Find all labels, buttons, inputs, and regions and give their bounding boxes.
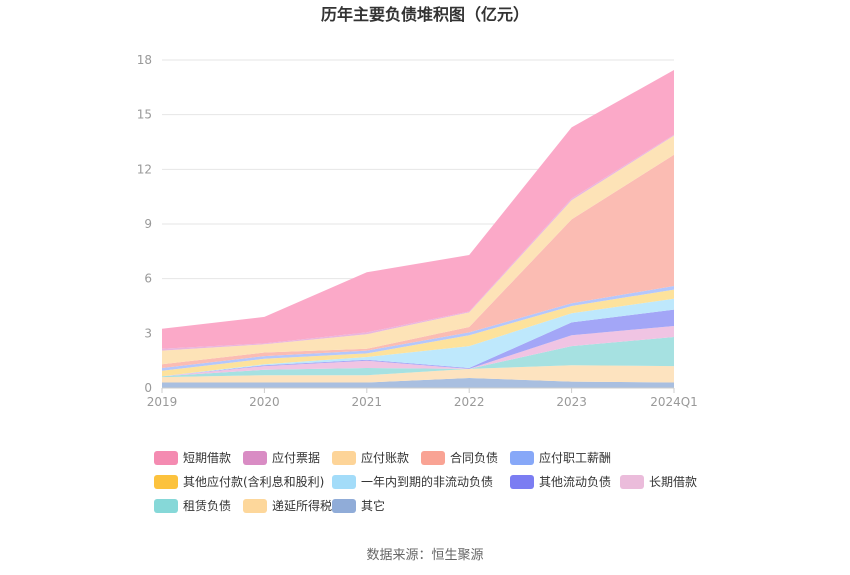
legend-swatch[interactable] <box>154 451 178 465</box>
x-tick-label: 2022 <box>454 395 485 409</box>
y-tick-label: 18 <box>137 53 152 67</box>
legend-swatch[interactable] <box>154 499 178 513</box>
y-tick-label: 3 <box>144 326 152 340</box>
legend-label[interactable]: 应付职工薪酬 <box>539 450 611 465</box>
legend-label[interactable]: 长期借款 <box>649 475 697 489</box>
axes: 0 3 6 9 12 15 18 2019 2020 2021 2022 2023 2024Q1 <box>137 53 698 409</box>
legend-label[interactable]: 其他流动负债 <box>539 475 611 489</box>
series-area <box>162 289 674 377</box>
legend-swatch[interactable] <box>332 499 356 513</box>
x-tick-label: 2021 <box>352 395 383 409</box>
legend-swatch[interactable] <box>620 475 644 489</box>
legend-label[interactable]: 短期借款 <box>183 451 231 465</box>
x-tick-label: 2019 <box>147 395 178 409</box>
legend-label[interactable]: 应付账款 <box>361 450 409 465</box>
x-tick-label: 2024Q1 <box>650 395 698 409</box>
legend-label[interactable]: 一年内到期的非流动负债 <box>361 474 493 489</box>
legend-swatch[interactable] <box>510 475 534 489</box>
x-tick-label: 2023 <box>556 395 587 409</box>
legend-label[interactable]: 租赁负债 <box>183 499 231 513</box>
y-tick-label: 15 <box>137 108 152 122</box>
chart-title: 历年主要负债堆积图（亿元） <box>321 5 529 24</box>
series-area <box>162 309 674 377</box>
legend-label[interactable]: 应付票据 <box>272 450 320 465</box>
y-tick-label: 6 <box>144 272 152 286</box>
series-area <box>162 365 674 383</box>
series-area <box>162 154 674 368</box>
series-area <box>162 378 674 388</box>
y-tick-label: 0 <box>144 381 152 395</box>
data-source: 数据来源：恒生聚源 <box>366 548 483 563</box>
legend-label[interactable]: 合同负债 <box>450 450 498 465</box>
x-tick-label: 2020 <box>249 395 280 409</box>
legend-label[interactable]: 其他应付款(含利息和股利) <box>183 474 324 489</box>
series-area <box>162 286 674 371</box>
series-area <box>162 326 674 377</box>
legend-swatch[interactable] <box>154 475 178 489</box>
legend-swatch[interactable] <box>332 475 356 489</box>
legend-swatch[interactable] <box>243 499 267 513</box>
y-tick-label: 12 <box>137 162 152 176</box>
series-area <box>162 70 674 349</box>
legend-swatch[interactable] <box>243 451 267 465</box>
legend-label[interactable]: 其它 <box>361 498 385 513</box>
legend-swatch[interactable] <box>510 451 534 465</box>
legend-swatch[interactable] <box>421 451 445 465</box>
series-areas <box>162 70 674 388</box>
y-tick-label: 9 <box>144 217 152 231</box>
legend-swatch[interactable] <box>332 451 356 465</box>
series-area <box>162 298 674 377</box>
series-area <box>162 337 674 378</box>
